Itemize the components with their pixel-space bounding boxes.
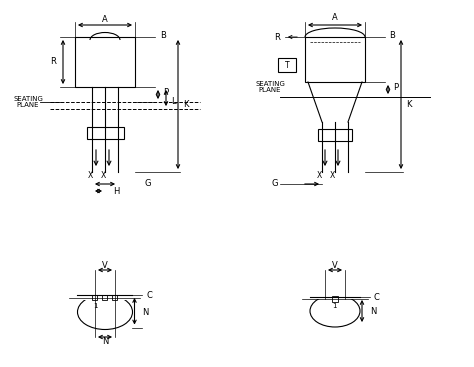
Text: G: G	[145, 179, 152, 189]
Text: PLANE: PLANE	[17, 102, 39, 108]
Text: X: X	[87, 171, 92, 181]
Text: N: N	[370, 308, 376, 316]
Text: V: V	[102, 262, 108, 270]
Bar	[87, 127, 124, 139]
Text: K: K	[183, 100, 189, 109]
Bar	[102, 295, 108, 300]
Bar	[305, 37, 365, 82]
Text: R: R	[274, 33, 280, 41]
Text: R: R	[50, 58, 56, 66]
Ellipse shape	[310, 295, 360, 327]
Text: A: A	[332, 14, 338, 22]
Text: B: B	[389, 32, 395, 40]
Ellipse shape	[78, 294, 133, 330]
Text: C: C	[374, 292, 380, 302]
Text: V: V	[332, 262, 338, 270]
Text: P: P	[163, 88, 168, 97]
Bar	[75, 37, 135, 87]
Text: K: K	[406, 100, 411, 109]
Text: PLANE: PLANE	[259, 87, 281, 93]
Text: T: T	[285, 61, 289, 69]
Bar	[92, 295, 98, 300]
Bar	[75, 280, 135, 300]
Text: 1: 1	[332, 303, 336, 309]
Text: X: X	[329, 171, 335, 181]
Text: N: N	[102, 338, 108, 346]
Bar	[112, 295, 118, 300]
Text: H: H	[113, 188, 119, 196]
Text: L: L	[171, 98, 176, 106]
Text: A: A	[102, 15, 108, 23]
Text: B: B	[160, 32, 166, 40]
Bar	[318, 129, 352, 141]
Text: P: P	[393, 83, 398, 92]
Text: SEATING: SEATING	[255, 81, 285, 87]
Bar	[308, 279, 362, 299]
Text: X: X	[316, 171, 322, 181]
Text: G: G	[272, 179, 278, 189]
Text: X: X	[100, 171, 106, 181]
Bar	[278, 58, 296, 72]
Text: C: C	[146, 291, 152, 299]
Text: 1: 1	[93, 303, 97, 309]
Bar	[332, 296, 338, 302]
Text: SEATING: SEATING	[13, 96, 43, 102]
Text: N: N	[143, 308, 149, 317]
